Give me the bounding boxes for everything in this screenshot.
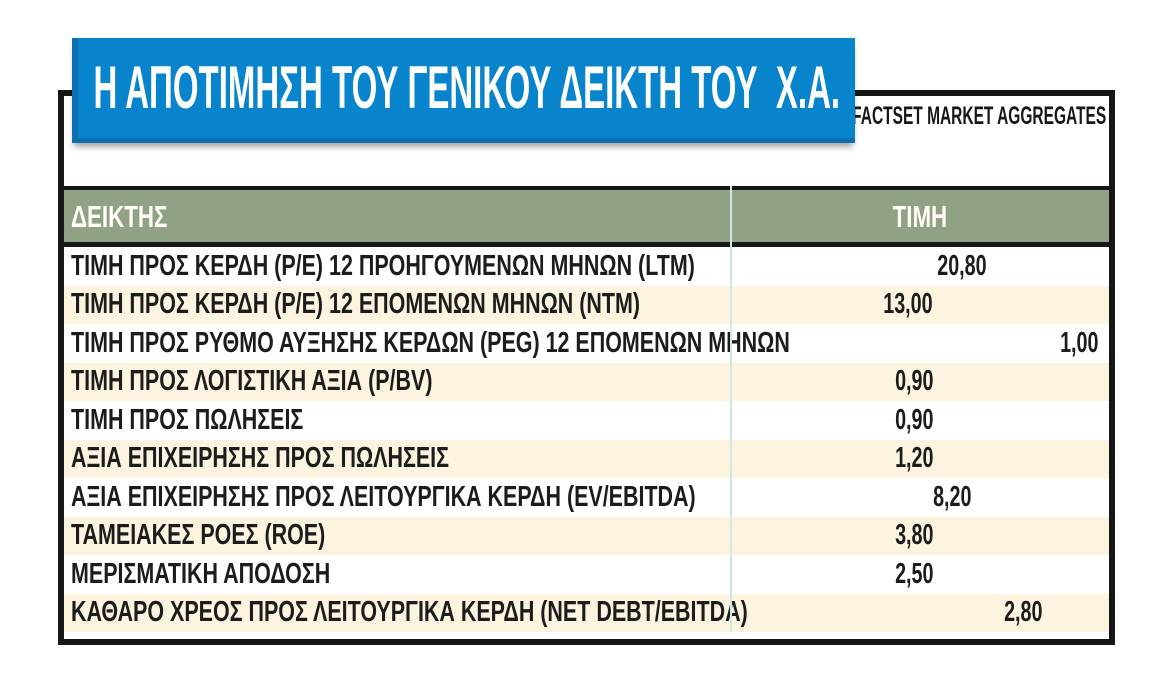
title-banner: Η ΑΠΟΤΙΜΗΣΗ ΤΟΥ ΓΕΝΙΚΟΥ ΔΕΙΚΤΗ ΤΟΥ Χ.Α. (72, 38, 855, 143)
metric-value: 1,00 (1060, 326, 1099, 359)
header-top-rule (64, 186, 1109, 190)
metric-cell: ΤΑΜΕΙΑΚΕΣ ΡΟΕΣ (ROE) (64, 517, 730, 556)
value-cell: 3,80 (730, 517, 1109, 556)
header-cell-value: ΤΙΜΗ (730, 190, 1109, 242)
column-divider (730, 186, 732, 632)
header-label-metric: ΔΕΙΚΤΗΣ (71, 198, 168, 234)
metric-value: 0,90 (894, 403, 933, 436)
metric-label: ΜΕΡΙΣΜΑΤΙΚΗ ΑΠΟΔΟΣΗ (71, 557, 331, 590)
metric-cell: ΑΞΙΑ ΕΠΙΧΕΙΡΗΣΗΣ ΠΡΟΣ ΠΩΛΗΣΕΙΣ (64, 440, 730, 479)
metric-cell: ΤΙΜΗ ΠΡΟΣ ΠΩΛΗΣΕΙΣ (64, 401, 730, 440)
metric-value: 13,00 (883, 288, 933, 321)
metric-cell: ΚΑΘΑΡΟ ΧΡΕΟΣ ΠΡΟΣ ΛΕΙΤΟΥΡΓΙΚΑ ΚΕΡΔΗ (NET… (64, 594, 986, 633)
value-cell: 8,20 (915, 478, 1147, 517)
metric-label: ΤΙΜΗ ΠΡΟΣ ΚΕΡΔΗ (P/E) 12 ΕΠΟΜΕΝΩΝ ΜΗΝΩΝ … (71, 288, 641, 321)
metric-label: ΑΞΙΑ ΕΠΙΧΕΙΡΗΣΗΣ ΠΡΟΣ ΛΕΙΤΟΥΡΓΙΚΑ ΚΕΡΔΗ … (71, 480, 696, 513)
value-cell: 1,20 (730, 440, 1109, 479)
value-cell: 0,90 (730, 401, 1109, 440)
header-bottom-rule (64, 242, 1109, 247)
metric-label: ΚΑΘΑΡΟ ΧΡΕΟΣ ΠΡΟΣ ΛΕΙΤΟΥΡΓΙΚΑ ΚΕΡΔΗ (NET… (71, 596, 748, 629)
table-row: ΑΞΙΑ ΕΠΙΧΕΙΡΗΣΗΣ ΠΡΟΣ ΠΩΛΗΣΕΙΣ 1,20 (64, 439, 1109, 479)
header-cell-metric: ΔΕΙΚΤΗΣ (64, 190, 730, 242)
metric-value: 8,20 (933, 480, 972, 513)
table-row: ΤΙΜΗ ΠΡΟΣ ΚΕΡΔΗ (P/E) 12 ΕΠΟΜΕΝΩΝ ΜΗΝΩΝ … (64, 285, 1109, 325)
metric-value: 2,80 (1003, 596, 1042, 629)
table-row: ΜΕΡΙΣΜΑΤΙΚΗ ΑΠΟΔΟΣΗ 2,50 (64, 555, 1109, 594)
value-cell: 2,80 (986, 594, 1155, 633)
table-header: ΔΕΙΚΤΗΣ ΤΙΜΗ (64, 190, 1109, 242)
metric-cell: ΑΞΙΑ ΕΠΙΧΕΙΡΗΣΗΣ ΠΡΟΣ ΛΕΙΤΟΥΡΓΙΚΑ ΚΕΡΔΗ … (64, 478, 915, 517)
table-row: ΤΙΜΗ ΠΡΟΣ ΚΕΡΔΗ (P/E) 12 ΠΡΟΗΓΟΥΜΕΝΩΝ ΜΗ… (64, 247, 1109, 286)
metric-label: ΤΙΜΗ ΠΡΟΣ ΚΕΡΔΗ (P/E) 12 ΠΡΟΗΓΟΥΜΕΝΩΝ ΜΗ… (71, 249, 695, 282)
value-cell: 0,90 (730, 363, 1109, 402)
metric-cell: ΜΕΡΙΣΜΑΤΙΚΗ ΑΠΟΔΟΣΗ (64, 555, 730, 594)
metric-label: ΑΞΙΑ ΕΠΙΧΕΙΡΗΣΗΣ ΠΡΟΣ ΠΩΛΗΣΕΙΣ (71, 442, 450, 475)
metric-label: ΤΙΜΗ ΠΡΟΣ ΡΥΘΜΟ ΑΥΞΗΣΗΣ ΚΕΡΔΩΝ (PEG) 12 … (71, 326, 790, 359)
table-frame: ΠΗΓΗ: FACTSET MARKET AGGREGATES ΔΕΙΚΤΗΣ … (58, 90, 1115, 645)
table-body: ΤΙΜΗ ΠΡΟΣ ΚΕΡΔΗ (P/E) 12 ΠΡΟΗΓΟΥΜΕΝΩΝ ΜΗ… (64, 247, 1109, 632)
table-row: ΤΙΜΗ ΠΡΟΣ ΡΥΘΜΟ ΑΥΞΗΣΗΣ ΚΕΡΔΩΝ (PEG) 12 … (64, 324, 1109, 363)
metric-cell: ΤΙΜΗ ΠΡΟΣ ΡΥΘΜΟ ΑΥΞΗΣΗΣ ΚΕΡΔΩΝ (PEG) 12 … (64, 324, 1042, 363)
metric-value: 1,20 (894, 442, 933, 475)
metric-label: ΤΙΜΗ ΠΡΟΣ ΛΟΓΙΣΤΙΚΗ ΑΞΙΑ (P/BV) (71, 365, 433, 398)
table-row: ΤΑΜΕΙΑΚΕΣ ΡΟΕΣ (ROE) 3,80 (64, 516, 1109, 556)
metric-value: 0,90 (894, 365, 933, 398)
metric-cell: ΤΙΜΗ ΠΡΟΣ ΚΕΡΔΗ (P/E) 12 ΕΠΟΜΕΝΩΝ ΜΗΝΩΝ … (64, 286, 840, 325)
value-cell: 13,00 (840, 286, 1109, 325)
value-cell: 20,80 (914, 247, 1155, 286)
metric-label: ΤΑΜΕΙΑΚΕΣ ΡΟΕΣ (ROE) (71, 519, 326, 552)
value-cell: 2,50 (730, 555, 1109, 594)
header-label-value: ΤΙΜΗ (892, 198, 947, 234)
table-row: ΤΙΜΗ ΠΡΟΣ ΠΩΛΗΣΕΙΣ 0,90 (64, 401, 1109, 440)
metric-value: 3,80 (894, 519, 933, 552)
page-title: Η ΑΠΟΤΙΜΗΣΗ ΤΟΥ ΓΕΝΙΚΟΥ ΔΕΙΚΤΗ ΤΟΥ Χ.Α. (93, 54, 840, 121)
metric-value: 20,80 (937, 249, 987, 282)
table-row: ΤΙΜΗ ΠΡΟΣ ΛΟΓΙΣΤΙΚΗ ΑΞΙΑ (P/BV) 0,90 (64, 362, 1109, 402)
metric-label: ΤΙΜΗ ΠΡΟΣ ΠΩΛΗΣΕΙΣ (71, 403, 304, 436)
metric-value: 2,50 (894, 557, 933, 590)
table-row: ΚΑΘΑΡΟ ΧΡΕΟΣ ΠΡΟΣ ΛΕΙΤΟΥΡΓΙΚΑ ΚΕΡΔΗ (NET… (64, 593, 1109, 633)
metric-cell: ΤΙΜΗ ΠΡΟΣ ΛΟΓΙΣΤΙΚΗ ΑΞΙΑ (P/BV) (64, 363, 730, 402)
table-row: ΑΞΙΑ ΕΠΙΧΕΙΡΗΣΗΣ ΠΡΟΣ ΛΕΙΤΟΥΡΓΙΚΑ ΚΕΡΔΗ … (64, 478, 1109, 517)
value-cell: 1,00 (1042, 324, 1155, 363)
metric-cell: ΤΙΜΗ ΠΡΟΣ ΚΕΡΔΗ (P/E) 12 ΠΡΟΗΓΟΥΜΕΝΩΝ ΜΗ… (64, 247, 914, 286)
